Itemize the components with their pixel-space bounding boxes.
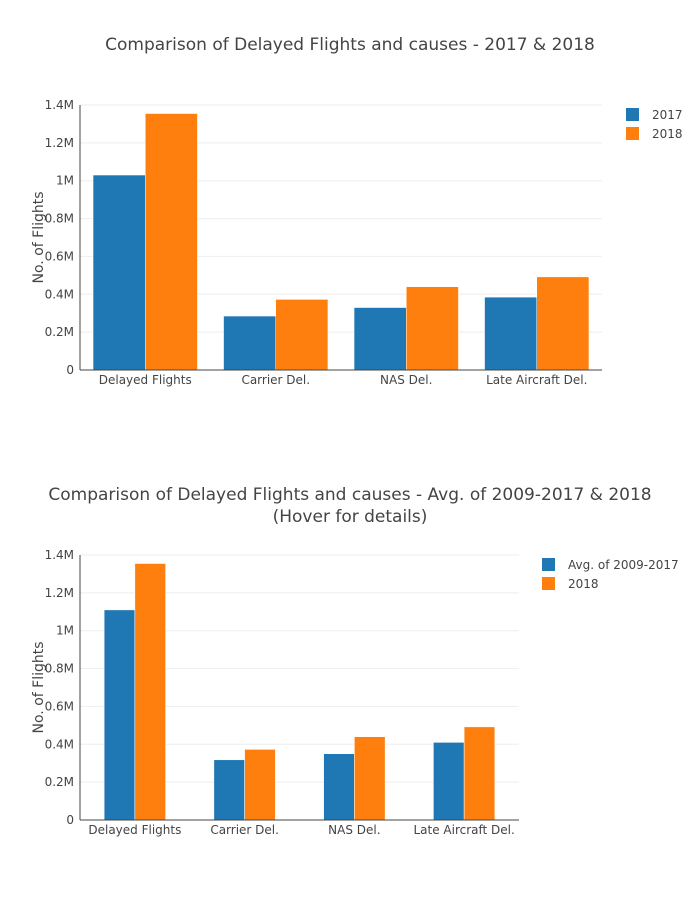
chart-title: Comparison of Delayed Flights and causes… xyxy=(105,35,595,55)
y-tick-label: 0.4M xyxy=(45,737,74,751)
x-tick-label: NAS Del. xyxy=(380,373,432,387)
y-tick-label: 0.6M xyxy=(45,249,74,263)
legend-swatch[interactable] xyxy=(626,127,639,140)
y-axis-label: No. of Flights xyxy=(31,641,47,733)
x-tick-label: Carrier Del. xyxy=(241,373,310,387)
bar-2017[interactable] xyxy=(484,296,537,371)
chart-title: Comparison of Delayed Flights and causes… xyxy=(48,485,651,505)
plot-area: 0 0.2M 0.4M 0.6M 0.8M 1M 1.2M 1.4M Delayed Fligh… xyxy=(31,98,683,387)
y-tick-label: 0.2M xyxy=(45,775,74,789)
bar-2018[interactable] xyxy=(463,726,496,821)
bar-2018[interactable] xyxy=(354,736,386,821)
bar-2018[interactable] xyxy=(406,286,459,371)
legend-swatch[interactable] xyxy=(542,558,555,571)
bar-avg-of-2009-2017[interactable] xyxy=(103,609,136,821)
y-tick-label: 0.6M xyxy=(45,699,74,713)
bar-2018[interactable] xyxy=(134,563,166,821)
y-tick-label: 1.2M xyxy=(45,136,74,150)
chart-subtitle: (Hover for details) xyxy=(273,507,428,527)
legend-label[interactable]: Avg. of 2009-2017 xyxy=(568,558,679,572)
x-tick-label: Carrier Del. xyxy=(210,823,279,837)
bar-2018[interactable] xyxy=(536,276,590,371)
y-tick-label: 0 xyxy=(66,363,74,377)
bar-2017[interactable] xyxy=(353,307,407,371)
x-tick-label: Delayed Flights xyxy=(99,373,192,387)
x-tick-label: Late Aircraft Del. xyxy=(486,373,587,387)
bar-2017[interactable] xyxy=(92,174,146,371)
bar-2017[interactable] xyxy=(223,315,277,371)
y-tick-label: 1.2M xyxy=(45,586,74,600)
x-tick-label: Delayed Flights xyxy=(88,823,181,837)
chart-2017-vs-2018: Comparison of Delayed Flights and causes… xyxy=(0,0,700,440)
bar-2018[interactable] xyxy=(244,749,276,821)
legend-swatch[interactable] xyxy=(542,577,555,590)
legend-swatch[interactable] xyxy=(626,108,639,121)
chart-avg-vs-2018: Comparison of Delayed Flights and causes… xyxy=(0,440,700,900)
y-tick-label: 0.8M xyxy=(45,212,74,226)
bar-2018[interactable] xyxy=(275,299,329,371)
y-tick-label: 0.8M xyxy=(45,662,74,676)
bar-avg-of-2009-2017[interactable] xyxy=(433,742,465,821)
x-tick-label: Late Aircraft Del. xyxy=(413,823,514,837)
y-tick-label: 0.4M xyxy=(45,287,74,301)
legend-label[interactable]: 2017 xyxy=(652,108,683,122)
y-tick-label: 1.4M xyxy=(45,548,74,562)
y-axis-label: No. of Flights xyxy=(31,191,47,283)
y-tick-label: 1M xyxy=(56,624,74,638)
y-tick-label: 1.4M xyxy=(45,98,74,112)
x-tick-label: NAS Del. xyxy=(328,823,380,837)
bar-2018[interactable] xyxy=(145,113,198,371)
bar-avg-of-2009-2017[interactable] xyxy=(213,759,245,821)
chart-svg: Comparison of Delayed Flights and causes… xyxy=(31,485,679,837)
y-tick-label: 0 xyxy=(66,813,74,827)
chart-svg: Comparison of Delayed Flights and causes… xyxy=(31,35,683,387)
y-tick-label: 1M xyxy=(56,174,74,188)
plot-area: 0 0.2M 0.4M 0.6M 0.8M 1M 1.2M 1.4M Delayed Fligh… xyxy=(31,548,679,837)
legend-label[interactable]: 2018 xyxy=(652,127,683,141)
bar-avg-of-2009-2017[interactable] xyxy=(323,753,355,821)
legend-label[interactable]: 2018 xyxy=(568,577,599,591)
y-tick-label: 0.2M xyxy=(45,325,74,339)
